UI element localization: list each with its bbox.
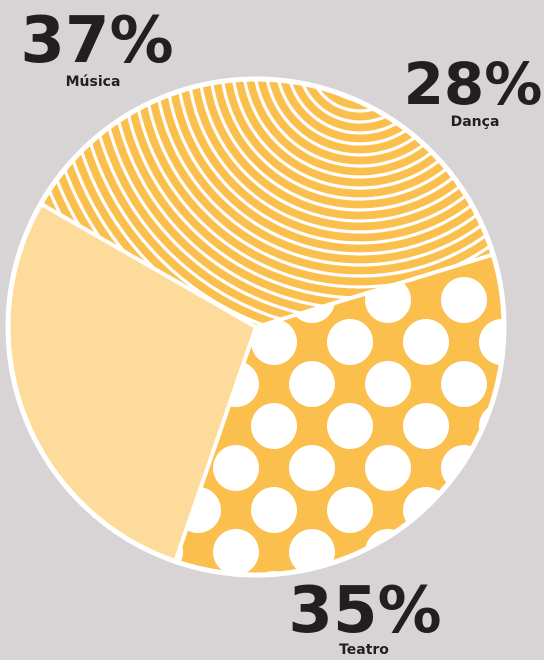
slice-value-danca: 28% bbox=[404, 50, 543, 118]
slice-value-teatro: 35% bbox=[288, 574, 441, 648]
slice-divider bbox=[255, 252, 494, 329]
slice-dividers bbox=[39, 202, 494, 563]
slice-label-teatro: Teatro bbox=[339, 642, 389, 658]
slice-value-musica: 37% bbox=[20, 4, 173, 78]
slice-label-danca: Dança bbox=[451, 114, 500, 130]
slice-divider bbox=[39, 202, 257, 329]
pie-outline bbox=[5, 76, 507, 578]
slice-label-musica: Música bbox=[66, 74, 121, 90]
slice-divider bbox=[173, 326, 258, 563]
